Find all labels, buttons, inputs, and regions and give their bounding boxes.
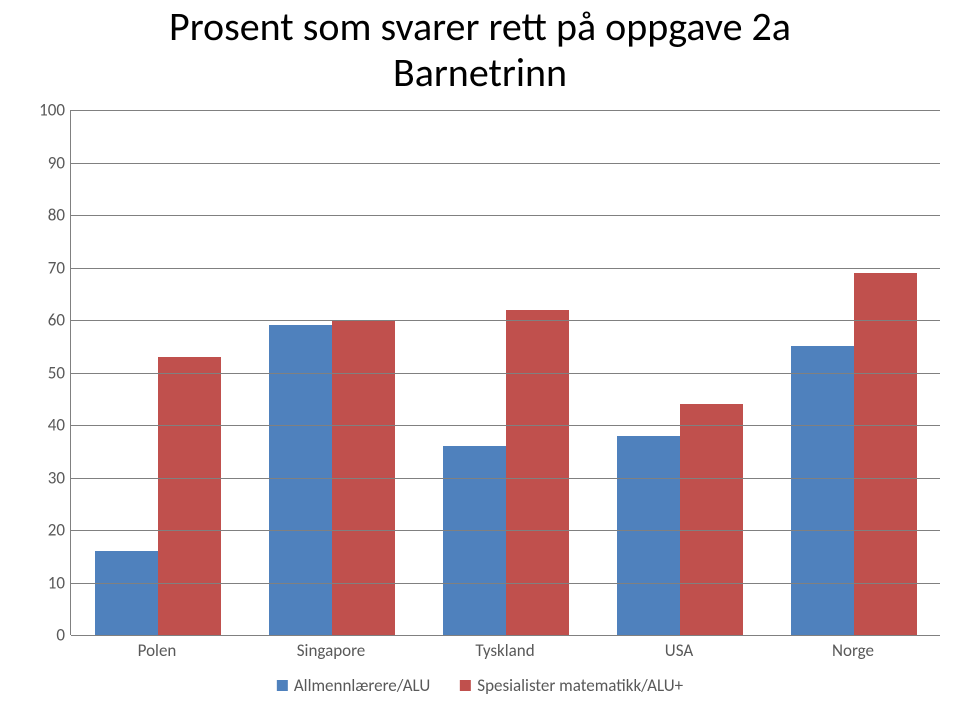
gridline (71, 478, 940, 479)
legend-label: Spesialister matematikk/ALU+ (477, 675, 683, 696)
legend-item: Allmennlærere/ALU (277, 675, 430, 696)
legend-label: Allmennlærere/ALU (294, 675, 430, 696)
y-tick-label: 40 (20, 415, 65, 436)
chart-title-line1: Prosent som svarer rett på oppgave 2a (0, 4, 960, 50)
y-tick-label: 70 (20, 257, 65, 278)
gridline (71, 635, 940, 636)
x-tick-label: Tyskland (475, 640, 534, 661)
x-tick-label: Polen (138, 640, 177, 661)
gridline (71, 163, 940, 164)
gridline (71, 110, 940, 111)
gridline (71, 268, 940, 269)
legend-item: Spesialister matematikk/ALU+ (460, 675, 683, 696)
y-tick-label: 100 (20, 100, 65, 121)
y-tick-label: 30 (20, 467, 65, 488)
bar (95, 551, 158, 635)
bar (617, 436, 680, 636)
bar (854, 273, 917, 635)
chart-container: 0102030405060708090100 PolenSingaporeTys… (20, 110, 940, 635)
gridline (71, 583, 940, 584)
y-tick-label: 10 (20, 572, 65, 593)
bar (443, 446, 506, 635)
gridline (71, 373, 940, 374)
bar (680, 404, 743, 635)
x-tick-label: Singapore (297, 640, 366, 661)
bar (506, 310, 569, 636)
x-tick-label: USA (665, 640, 693, 661)
gridline (71, 530, 940, 531)
legend-swatch (460, 680, 471, 691)
y-tick-label: 60 (20, 310, 65, 331)
y-tick-label: 50 (20, 362, 65, 383)
chart-title-line2: Barnetrinn (0, 50, 960, 96)
bar (158, 357, 221, 635)
y-tick-label: 20 (20, 520, 65, 541)
legend: Allmennlærere/ALU Spesialister matematikk… (277, 675, 683, 696)
gridline (71, 425, 940, 426)
chart-title-block: Prosent som svarer rett på oppgave 2a Ba… (0, 0, 960, 96)
legend-swatch (277, 680, 288, 691)
x-tick-label: Norge (832, 640, 874, 661)
y-tick-label: 0 (20, 625, 65, 646)
y-tick-label: 80 (20, 205, 65, 226)
y-tick-label: 90 (20, 152, 65, 173)
gridline (71, 320, 940, 321)
plot-area (70, 110, 940, 635)
bar (791, 346, 854, 635)
gridline (71, 215, 940, 216)
